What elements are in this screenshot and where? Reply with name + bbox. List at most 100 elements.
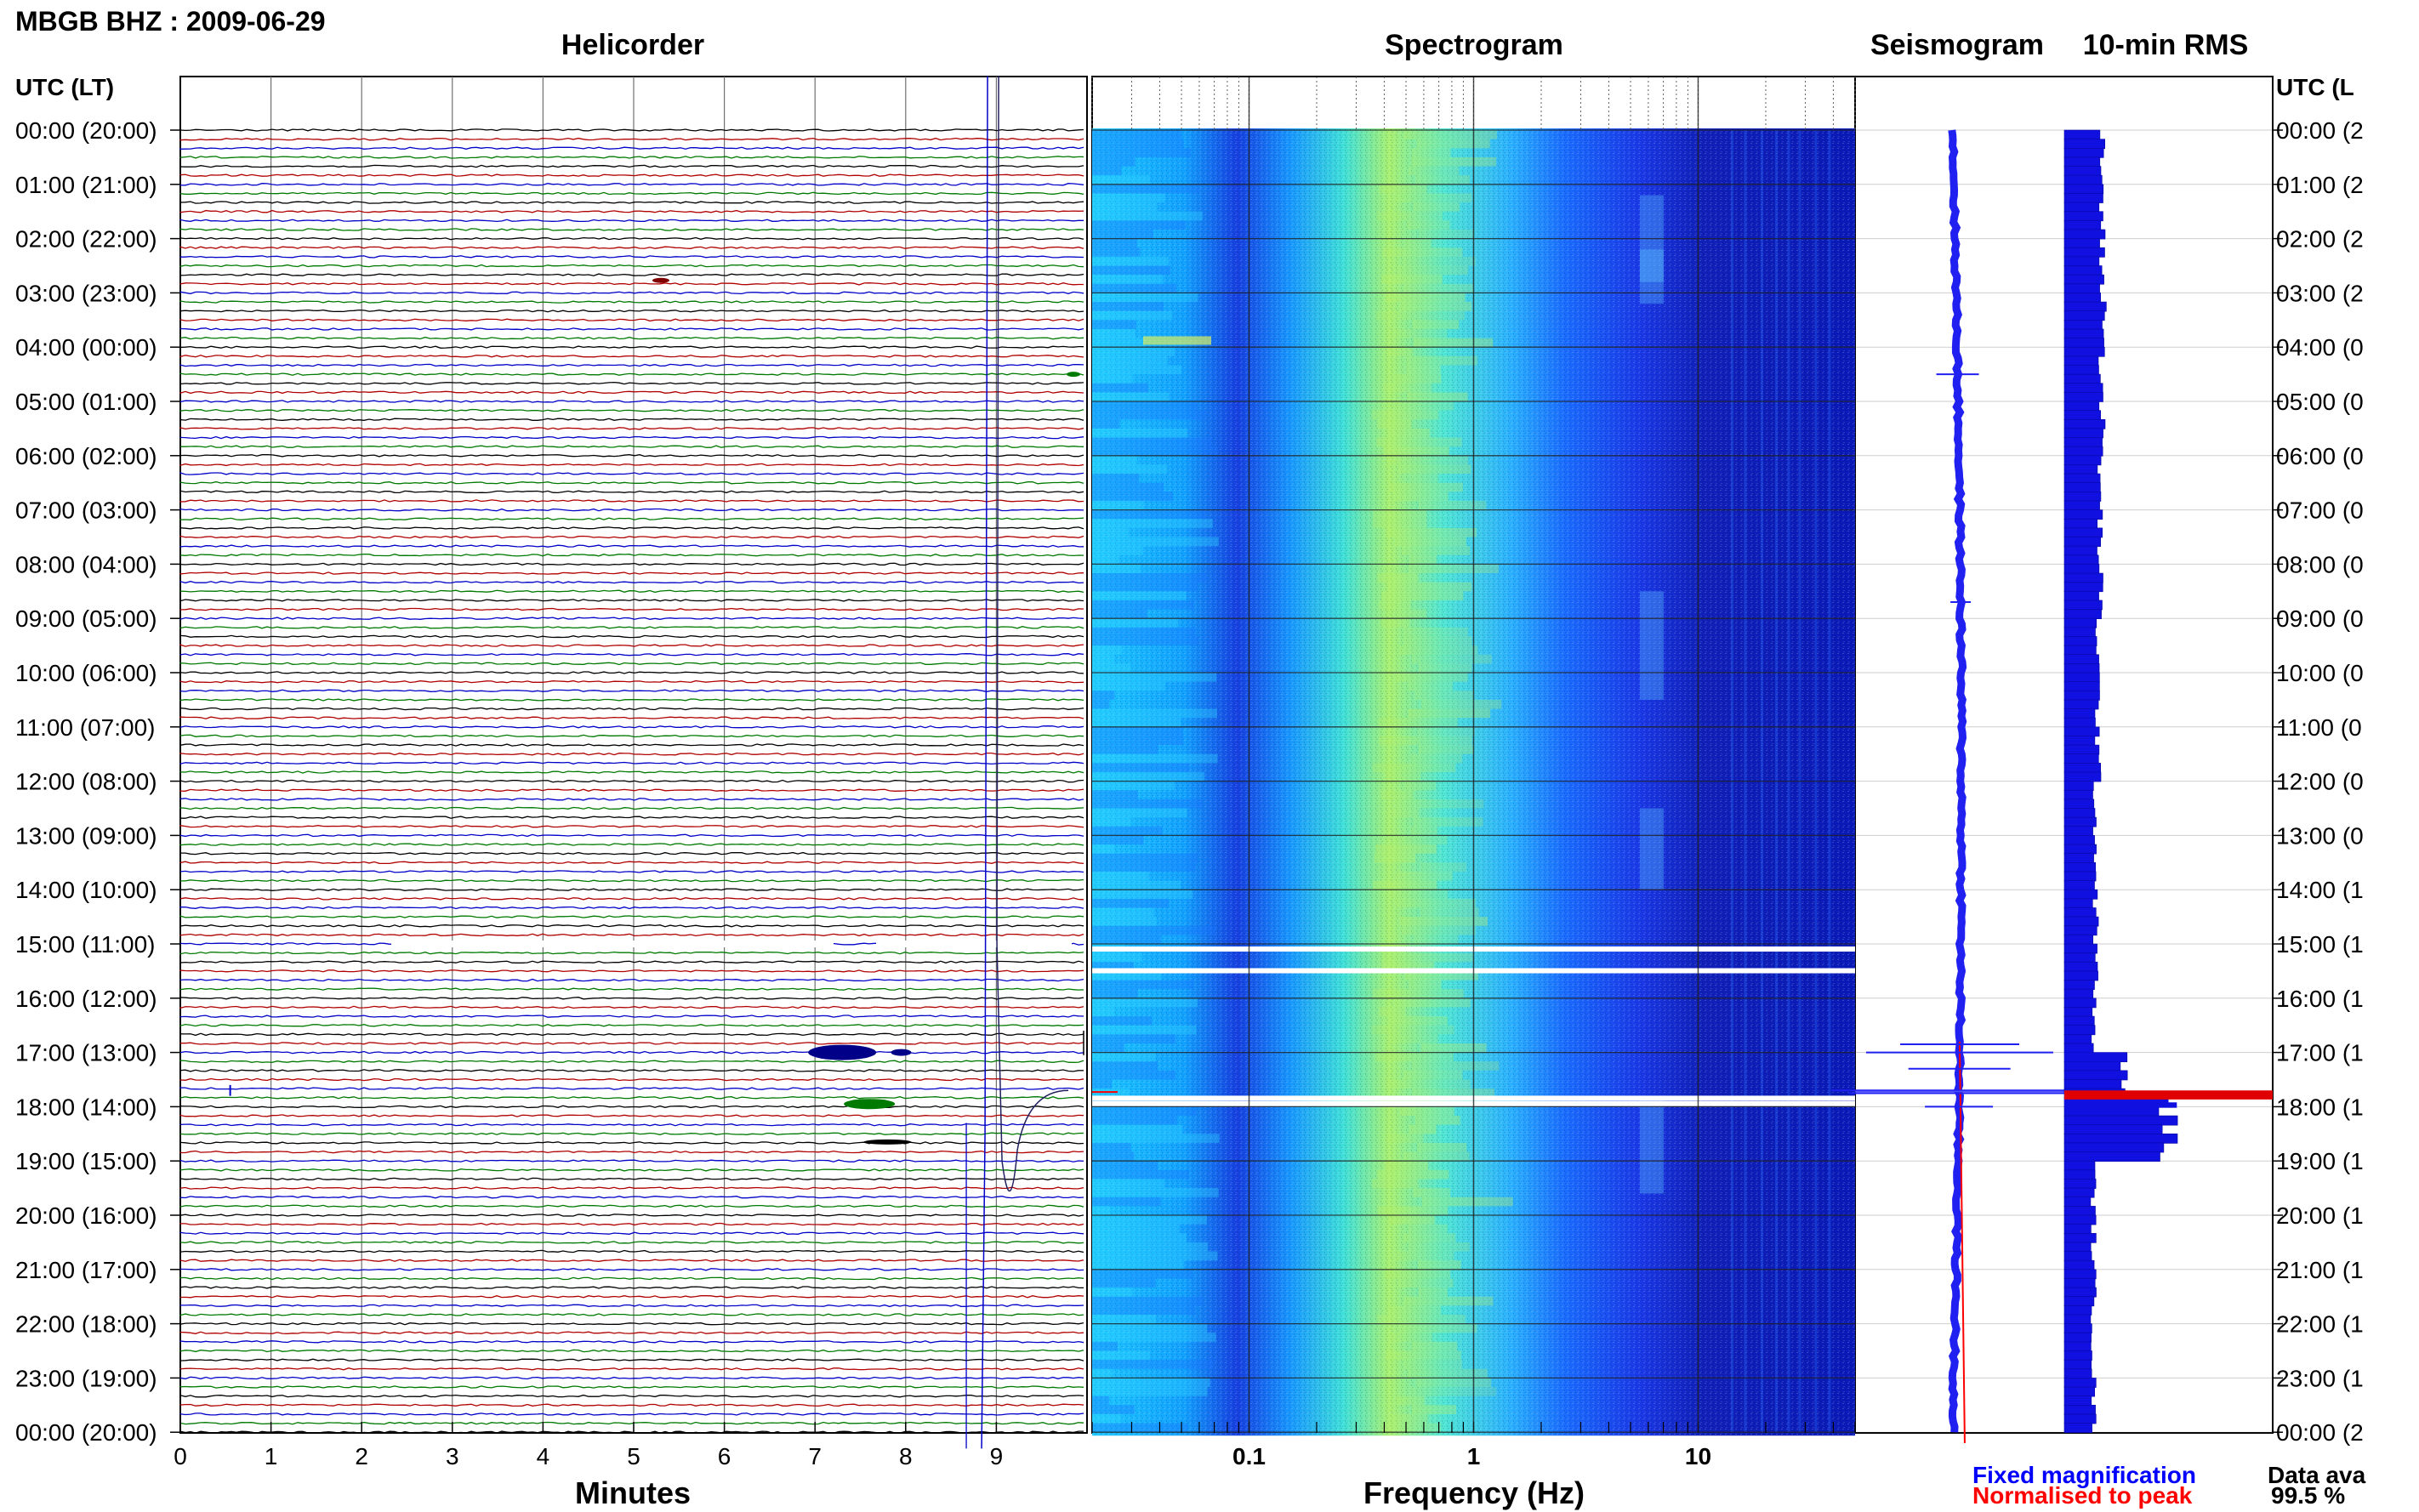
rms-bar: [2063, 844, 2097, 855]
spectrogram-strip: [1092, 156, 1136, 167]
helicorder-trace: [179, 1069, 1084, 1072]
rms-bar: [2063, 582, 2103, 593]
right-time-label: 01:00 (2: [2276, 172, 2364, 198]
rms-bar: [2063, 889, 2098, 900]
rms-bar: [2063, 437, 2103, 447]
spectrogram-strip: [1092, 1206, 1111, 1215]
helicorder-trace: [179, 381, 1084, 385]
spectrogram-strip: [1092, 1278, 1156, 1288]
spectrogram-strip: [1092, 509, 1208, 520]
rms-bar: [2063, 455, 2102, 466]
rms-bar: [2064, 1052, 2123, 1062]
spectrogram-strip: [1416, 1142, 1467, 1152]
spectrogram-strip: [1397, 464, 1471, 475]
helicorder-trace: [179, 1132, 1084, 1136]
spectrogram-strip: [1400, 1106, 1454, 1117]
spectrogram-strip: [1415, 1378, 1492, 1388]
helicorder-trace: [179, 779, 1084, 783]
helicorder-trace: [179, 798, 1084, 801]
helicorder-trace: [179, 978, 1084, 982]
spectrogram-strip: [1394, 998, 1471, 1008]
spectrogram-strip: [1392, 328, 1448, 338]
rms-bar: [2063, 365, 2099, 375]
spectrogram-strip: [1092, 1305, 1196, 1315]
spectrogram-strip: [1092, 1215, 1207, 1225]
spectrogram-strip: [1092, 1034, 1175, 1043]
spectrogram-strip: [1092, 663, 1131, 673]
spectrogram-strip: [1409, 1387, 1497, 1396]
spectrogram-strip: [1092, 401, 1198, 411]
spectrogram-strip: [1389, 1034, 1438, 1043]
spectrogram-strip: [1381, 952, 1473, 963]
station-title: MBGB BHZ : 2009-06-29: [15, 6, 326, 37]
spectrogram-strip: [1375, 844, 1437, 854]
rms-bar: [2063, 174, 2103, 185]
right-time-label: 03:00 (2: [2276, 280, 2364, 306]
rms-bar: [2063, 617, 2097, 628]
left-time-label: 16:00 (12:00): [15, 986, 157, 1012]
rms-bar: [2063, 1169, 2096, 1180]
spectrogram-strip: [1092, 1124, 1183, 1134]
left-time-label: 14:00 (10:00): [15, 877, 157, 903]
helicorder-trace: [179, 1421, 1084, 1425]
left-time-label: 18:00 (14:00): [15, 1094, 157, 1120]
helicorder-trace: [179, 1394, 1084, 1398]
helicorder-trace: [179, 1268, 1084, 1271]
spectrogram-strip: [1413, 202, 1460, 212]
spectrogram-strip: [1092, 898, 1170, 908]
spectrogram-strip: [1392, 835, 1448, 845]
helicorder-trace: [179, 1214, 1084, 1217]
rms-bar: [2063, 925, 2097, 936]
spectrogram-strip: [1092, 293, 1198, 303]
rms-bar: [2063, 1341, 2092, 1352]
legend-fixed-magnification: Fixed magnification: [1972, 1462, 2196, 1488]
rms-bar: [2063, 229, 2106, 240]
rms-bar: [2063, 1359, 2092, 1370]
spectrogram-strip: [1409, 1124, 1437, 1134]
seismogram-plot: [1831, 129, 2273, 1443]
spectrogram-strip: [1420, 1043, 1487, 1053]
spectrogram-strip: [1092, 925, 1216, 935]
rms-peak-bar: [2064, 1090, 2273, 1100]
rms-bar: [2063, 1142, 2165, 1153]
left-time-label: 20:00 (16:00): [15, 1202, 157, 1229]
left-time-label: 13:00 (09:00): [15, 822, 157, 849]
rms-bar: [2063, 871, 2097, 882]
rms-bar: [2063, 645, 2097, 656]
helicorder-trace: [179, 1376, 1084, 1380]
spectrogram-strip: [1092, 627, 1196, 637]
rms-bar: [2063, 1368, 2092, 1379]
rms-bar: [2063, 672, 2100, 683]
helicorder-trace: [179, 833, 1084, 838]
spectrogram-strip: [1408, 1224, 1448, 1234]
helicorder-event-burst: [844, 1099, 896, 1110]
spectrogram-strip: [1092, 600, 1194, 610]
spectrogram-strip: [1382, 247, 1463, 257]
spectrogram-strip: [1092, 1387, 1208, 1396]
spectrogram-strip: [1411, 1341, 1458, 1351]
rms-bar: [2063, 301, 2107, 312]
spectrogram-highlight: [1143, 336, 1211, 345]
spectrogram-strip: [1092, 220, 1186, 230]
rms-bar: [2063, 1287, 2097, 1298]
rms-bar: [2063, 943, 2097, 954]
spectrogram-strip: [1379, 736, 1472, 746]
left-time-label: 11:00 (07:00): [15, 714, 156, 741]
helicorder-trace: [179, 1105, 1084, 1109]
spectrogram-strip: [1092, 844, 1114, 854]
rms-bar: [2063, 1224, 2092, 1235]
spectrogram-strip: [1092, 673, 1217, 682]
rms-bar: [2063, 590, 2099, 601]
spectrogram-strip: [1375, 1052, 1454, 1062]
rms-bar: [2063, 283, 2100, 294]
spectrogram-strip: [1092, 917, 1157, 926]
spectrogram-strip: [1092, 708, 1217, 719]
spectrogram-strip: [1092, 591, 1187, 600]
helicorder-trace: [179, 1005, 1084, 1009]
spectrogram-strip: [1092, 962, 1134, 971]
rms-bar: [2063, 492, 2102, 502]
helicorder-trace: [179, 634, 1084, 639]
helicorder-event-burst: [891, 1049, 912, 1056]
helicorder-trace: [179, 626, 1084, 629]
rms-bar: [2063, 1395, 2092, 1407]
